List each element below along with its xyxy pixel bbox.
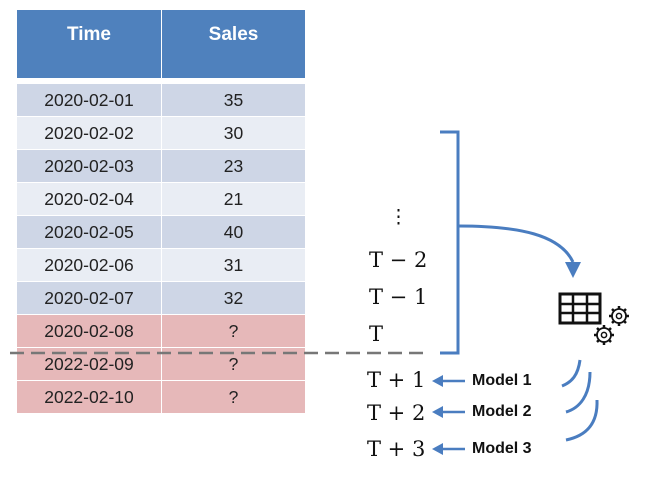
table-with-gears-icon [558, 292, 629, 345]
t-plus-3-label: T + 3 [367, 437, 426, 461]
t-plus-2-label: T + 2 [367, 401, 426, 425]
t-plus-1-label: T + 1 [367, 368, 426, 392]
table-row: 2020-02-02 30 [17, 117, 305, 149]
table-row: 2020-02-04 21 [17, 183, 305, 215]
model-2-label: Model 2 [472, 403, 532, 420]
model-2-curve [565, 371, 592, 414]
t-label: T [369, 322, 384, 346]
model-3-label: Model 3 [472, 440, 532, 457]
t-minus-2-label: T − 2 [369, 248, 428, 272]
sales-table: Time Sales 2020-02-01 35 2020-02-02 30 2… [17, 10, 305, 414]
header-time: Time [17, 10, 161, 78]
time-cell: 2022-02-10 [17, 381, 161, 413]
sales-cell: 31 [162, 249, 305, 281]
model-1-curve [561, 359, 582, 388]
sales-cell: ? [162, 381, 305, 413]
model-3-arrowhead [432, 443, 443, 455]
table-row: 2020-02-06 31 [17, 249, 305, 281]
table-row: 2020-02-05 40 [17, 216, 305, 248]
to-model-arrowhead [565, 262, 581, 278]
sales-cell: 32 [162, 282, 305, 314]
sales-cell: 40 [162, 216, 305, 248]
time-cell: 2020-02-02 [17, 117, 161, 149]
time-cell: 2020-02-07 [17, 282, 161, 314]
table-row: 2020-02-07 32 [17, 282, 305, 314]
to-model-arrow [457, 224, 575, 263]
sales-cell: 21 [162, 183, 305, 215]
sales-cell: 35 [162, 84, 305, 116]
time-cell: 2020-02-01 [17, 84, 161, 116]
ellipsis-label: ⋮ [389, 206, 408, 228]
sales-cell: 30 [162, 117, 305, 149]
t-minus-1-label: T − 1 [369, 285, 428, 309]
model-1-label: Model 1 [472, 372, 532, 389]
time-cell: 2020-02-06 [17, 249, 161, 281]
sales-cell: ? [162, 315, 305, 347]
table-header-row: Time Sales [17, 10, 305, 78]
time-cell: 2020-02-08 [17, 315, 161, 347]
time-cell: 2020-02-03 [17, 150, 161, 182]
model-3-curve [565, 399, 599, 442]
time-cell: 2020-02-05 [17, 216, 161, 248]
table-row: 2020-02-03 23 [17, 150, 305, 182]
sales-cell: 23 [162, 150, 305, 182]
model-1-arrowhead [432, 375, 443, 387]
window-bracket [440, 130, 460, 355]
forecast-row: 2020-02-08 ? [17, 315, 305, 347]
forecast-row: 2022-02-10 ? [17, 381, 305, 413]
header-sales: Sales [162, 10, 305, 78]
time-cell: 2020-02-04 [17, 183, 161, 215]
table-row: 2020-02-01 35 [17, 84, 305, 116]
model-2-arrowhead [432, 406, 443, 418]
